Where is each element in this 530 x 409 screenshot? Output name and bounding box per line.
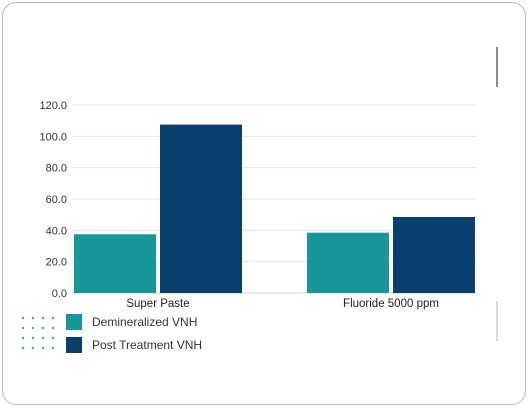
legend-item-demineralized: Demineralized VNH bbox=[66, 311, 202, 332]
y-axis-ticks: 0.0 20.0 40.0 60.0 80.0 100.0 120.0 bbox=[39, 100, 67, 300]
y-tick-label: 100.0 bbox=[39, 131, 67, 143]
x-axis-categories: Super Paste Fluoride 5000 ppm bbox=[126, 298, 439, 310]
legend-item-post-treatment: Post Treatment VNH bbox=[66, 334, 202, 355]
decorative-dot-grid bbox=[18, 313, 58, 353]
legend-swatch bbox=[66, 336, 82, 353]
chart-card bbox=[2, 2, 526, 405]
y-tick-label: 60.0 bbox=[46, 194, 67, 206]
bar-demineralized-1 bbox=[307, 232, 389, 293]
scrollbar-track bbox=[496, 301, 498, 341]
legend-swatch bbox=[66, 313, 82, 330]
legend-label: Post Treatment VNH bbox=[92, 337, 203, 352]
bars bbox=[74, 124, 475, 293]
bar-post-treatment-1 bbox=[393, 217, 475, 293]
y-tick-label: 0.0 bbox=[52, 288, 67, 300]
bar-demineralized-0 bbox=[74, 234, 156, 293]
x-category-label: Super Paste bbox=[126, 298, 189, 310]
y-tick-label: 40.0 bbox=[46, 225, 67, 237]
y-tick-label: 20.0 bbox=[46, 257, 67, 269]
y-tick-label: 120.0 bbox=[39, 100, 67, 112]
x-category-label: Fluoride 5000 ppm bbox=[343, 298, 439, 310]
legend: Demineralized VNH Post Treatment VNH bbox=[66, 311, 202, 357]
scrollbar-thumb[interactable] bbox=[496, 47, 498, 87]
legend-label: Demineralized VNH bbox=[92, 314, 198, 329]
bar-post-treatment-0 bbox=[160, 124, 242, 293]
y-tick-label: 80.0 bbox=[46, 163, 67, 175]
